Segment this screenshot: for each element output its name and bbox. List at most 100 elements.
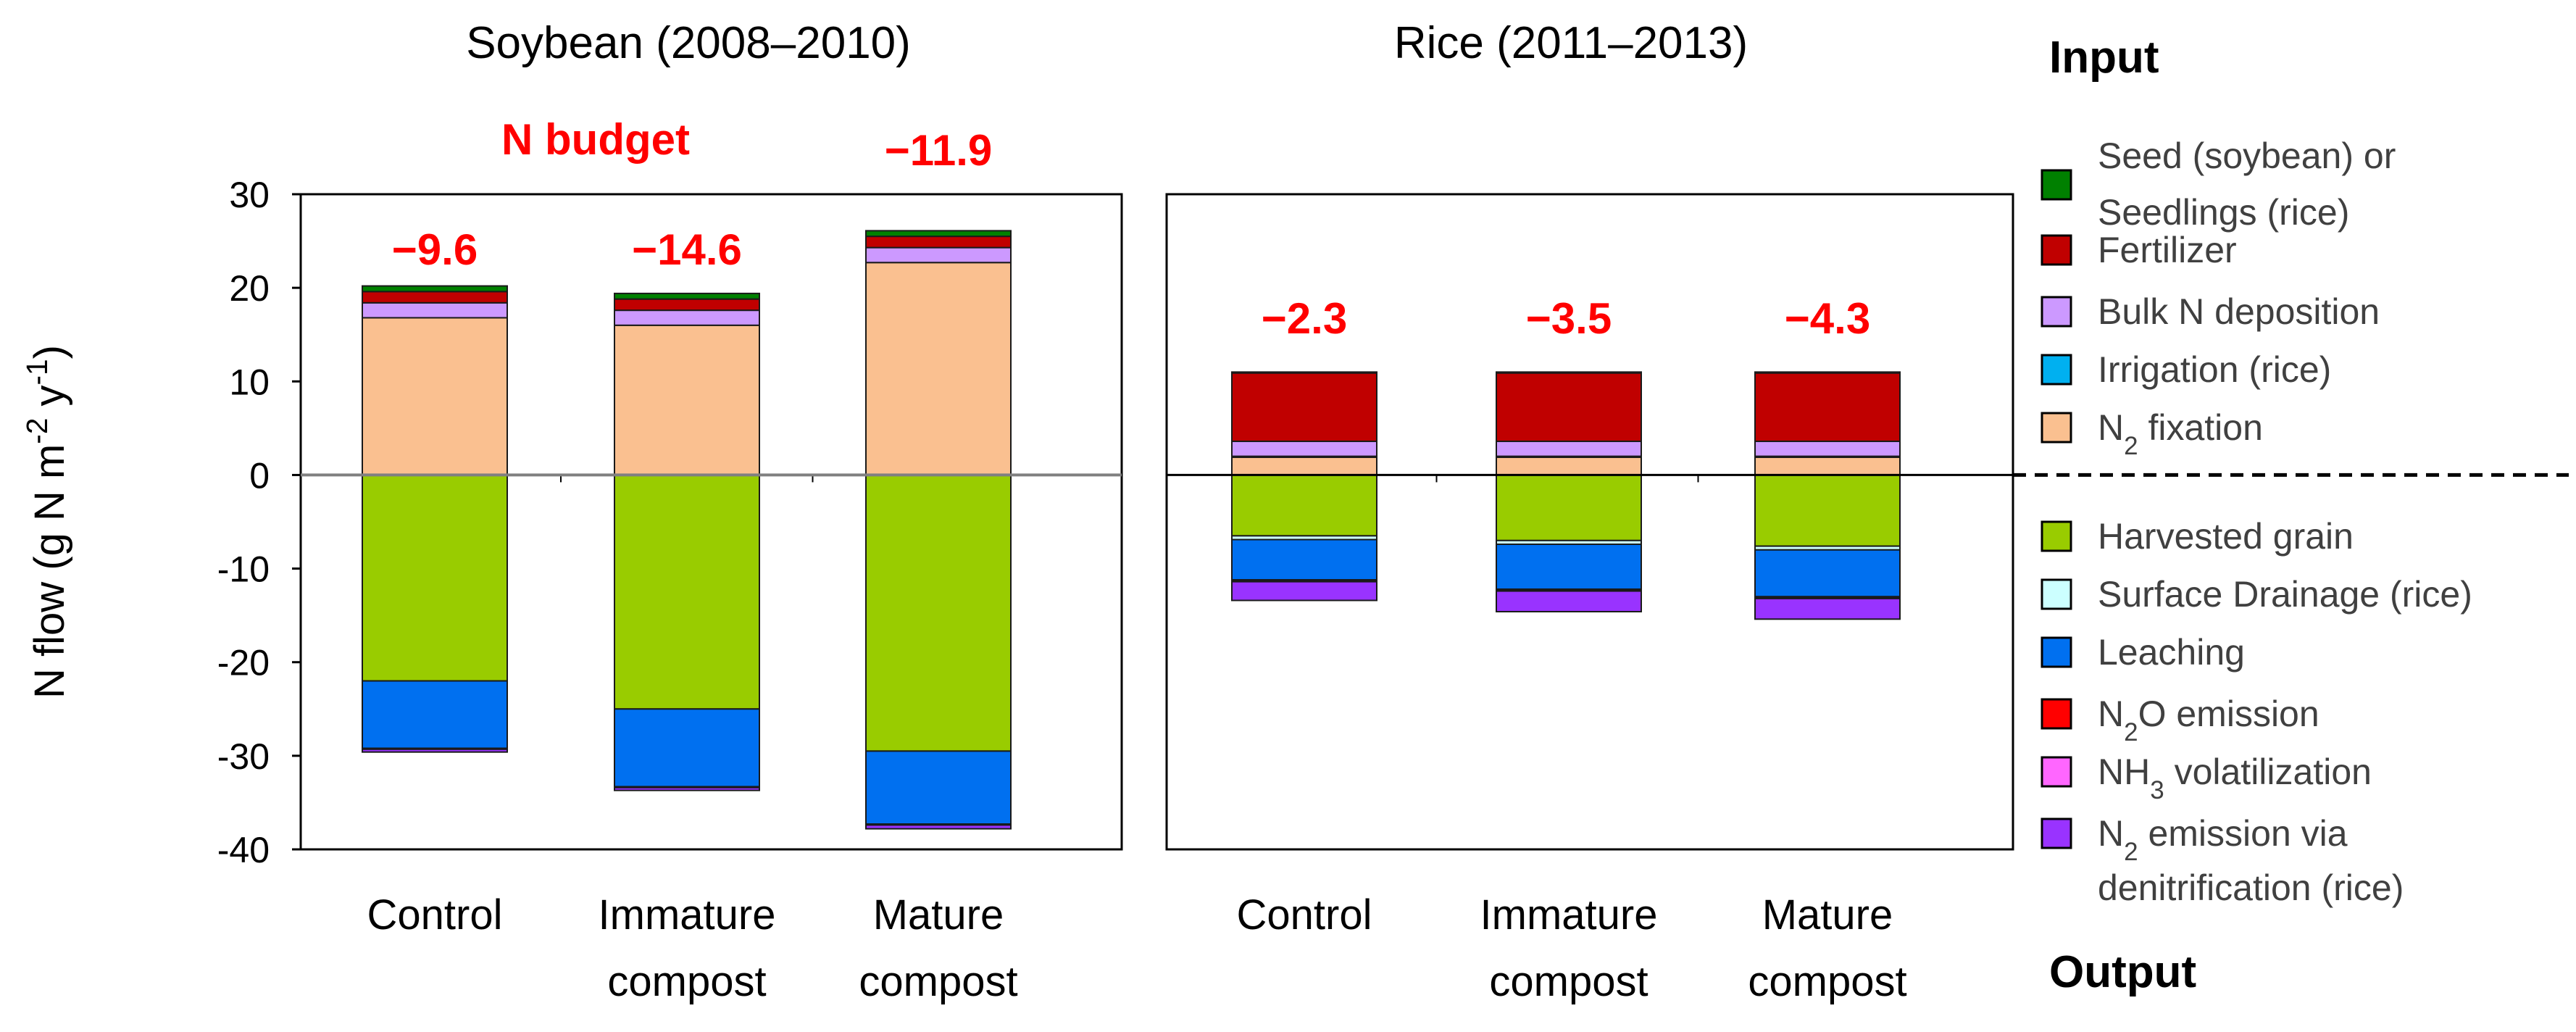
category-label: Mature — [1762, 891, 1893, 939]
legend-label-n2o: N2O emission — [2098, 694, 2319, 746]
bar-segment-fertilizer — [865, 236, 1012, 249]
legend-swatch-nh3 — [2041, 756, 2072, 788]
bar-segment-seed — [865, 230, 1012, 238]
bar-segment-leaching — [1754, 549, 1901, 598]
bar-segment-n2 — [865, 824, 1012, 830]
bar-segment-leaching — [1496, 543, 1642, 590]
bar-segment-seed — [614, 292, 760, 300]
panel-title: Rice (2011–2013) — [1394, 18, 1748, 68]
legend-swatch-n2fix — [2041, 412, 2072, 444]
y-tick-label: -10 — [217, 549, 270, 590]
legend-label-drainage: Surface Drainage (rice) — [2098, 574, 2472, 615]
panel-frame — [299, 193, 1123, 851]
bar-segment-n2fix — [1496, 456, 1642, 476]
bar-segment-bulk — [1496, 440, 1642, 457]
legend-swatch-n2 — [2041, 817, 2072, 849]
category-label: compost — [607, 958, 766, 1005]
bar-segment-leaching — [362, 680, 508, 749]
bar-segment-leaching — [1231, 538, 1377, 581]
legend-swatch-grain — [2041, 520, 2072, 552]
budget-value: −2.3 — [1262, 294, 1347, 343]
legend-label-n2: N2 emission via — [2098, 813, 2348, 866]
legend-swatch-leaching — [2041, 636, 2072, 668]
bar-segment-leaching — [614, 708, 760, 788]
bar-segment-grain — [362, 474, 508, 682]
legend-label-grain: Harvested grain — [2098, 516, 2354, 557]
legend-label-leaching: Leaching — [2098, 632, 2245, 673]
panel-frame — [1165, 193, 2014, 851]
bar-segment-seed — [1231, 371, 1377, 374]
bar-segment-fertilizer — [362, 291, 508, 304]
budget-value: −11.9 — [885, 126, 993, 175]
legend-swatch-fertilizer — [2041, 234, 2072, 266]
y-tick-label: 10 — [229, 362, 270, 402]
bar-segment-bulk — [1754, 440, 1901, 457]
bar-segment-fertilizer — [1496, 372, 1642, 442]
bar-segment-fertilizer — [614, 298, 760, 312]
category-label: Immature — [599, 891, 776, 939]
budget-value: −4.3 — [1785, 294, 1870, 343]
plot-area: 30 20 10 0 -10 -20 -30 -40 N flow (g N m-2 y-1) S… — [20, 18, 2569, 1005]
y-tick-label: -20 — [217, 643, 270, 683]
legend-label-nh3: NH3 volatilization — [2098, 752, 2372, 804]
legend-swatch-bulk — [2041, 296, 2072, 328]
bar-segment-bulk — [362, 301, 508, 319]
budget-value: −14.6 — [632, 225, 742, 274]
category-label: Mature — [873, 891, 1004, 939]
legend-label-bulk: Bulk N deposition — [2098, 291, 2380, 332]
bar-segment-n2 — [362, 748, 508, 753]
budget-heading: N budget — [501, 115, 690, 164]
legend-label-fertilizer: Fertilizer — [2098, 230, 2237, 270]
legend-label-irrigation: Irrigation (rice) — [2098, 349, 2331, 390]
legend-input-heading: Input — [2049, 33, 2159, 83]
y-tick-label: 20 — [229, 268, 270, 309]
y-axis-label: N flow (g N m-2 y-1) — [20, 345, 73, 699]
bar-segment-bulk — [1231, 440, 1377, 457]
bar-segment-seed — [1496, 371, 1642, 374]
bar-segment-grain — [1754, 474, 1901, 547]
category-label: Control — [1237, 891, 1372, 939]
legend-swatch-seed — [2041, 169, 2072, 201]
bar-segment-bulk — [614, 309, 760, 326]
y-tick-label: -30 — [217, 736, 270, 777]
bar-segment-n2fix — [362, 317, 508, 476]
bar-segment-leaching — [865, 750, 1012, 825]
category-label: Control — [367, 891, 503, 939]
y-tick-label: 30 — [229, 175, 270, 215]
legend-label-n2: denitrification (rice) — [2098, 867, 2404, 908]
bar-segment-grain — [614, 474, 760, 710]
y-tick-label: 0 — [249, 455, 270, 496]
category-label: compost — [1748, 958, 1906, 1005]
budget-value: −3.5 — [1526, 294, 1612, 343]
bar-segment-seed — [362, 285, 508, 293]
category-label: compost — [859, 958, 1017, 1005]
bar-segment-n2 — [1231, 580, 1377, 602]
bar-segment-bulk — [865, 246, 1012, 264]
bar-segment-grain — [1231, 474, 1377, 537]
bar-segment-n2 — [614, 786, 760, 791]
legend-label-seed: Seedlings (rice) — [2098, 192, 2349, 233]
bar-segment-n2fix — [865, 262, 1012, 476]
legend-swatch-irrigation — [2041, 354, 2072, 386]
category-label: compost — [1489, 958, 1648, 1005]
legend-output-heading: Output — [2049, 947, 2196, 997]
bar-segment-n2 — [1496, 590, 1642, 612]
bar-segment-grain — [1496, 474, 1642, 541]
bar-segment-seed — [1754, 371, 1901, 374]
legend-label-seed: Seed (soybean) or — [2098, 136, 2396, 176]
bar-segment-grain — [865, 474, 1012, 752]
bar-segment-fertilizer — [1754, 372, 1901, 442]
bar-segment-n2fix — [1754, 456, 1901, 476]
budget-value: −9.6 — [392, 225, 478, 274]
bar-segment-n2fix — [614, 324, 760, 476]
legend: Input Output Seed (soybean) or Seedlings (r… — [2041, 33, 2472, 997]
legend-swatch-n2o — [2041, 698, 2072, 730]
bar-segment-n2 — [1754, 597, 1901, 620]
y-tick-label: -40 — [217, 830, 270, 870]
bar-segment-n2fix — [1231, 456, 1377, 476]
panel-title: Soybean (2008–2010) — [466, 18, 911, 68]
bar-segment-fertilizer — [1231, 372, 1377, 442]
legend-swatch-drainage — [2041, 578, 2072, 610]
category-label: Immature — [1480, 891, 1658, 939]
